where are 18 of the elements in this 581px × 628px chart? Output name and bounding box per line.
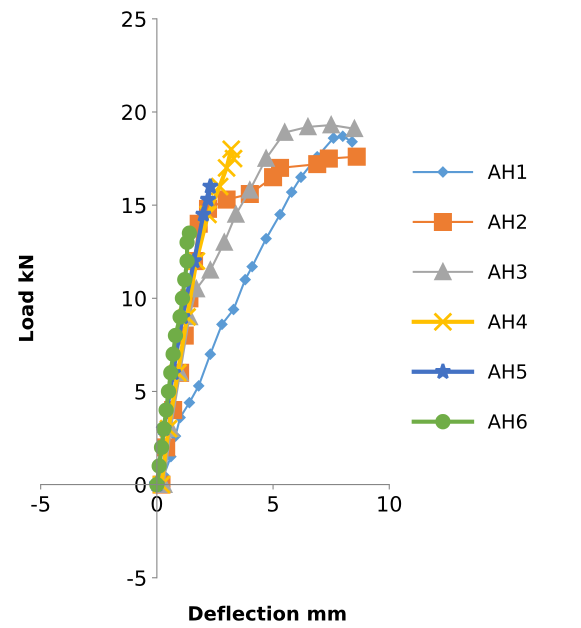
y-axis-title: Load kN xyxy=(18,256,34,341)
y-tick-label: 15 xyxy=(122,198,146,214)
legend-label: AH4 xyxy=(488,314,527,329)
x-tick-label: -5 xyxy=(31,496,50,512)
legend-label: AH1 xyxy=(488,164,526,179)
y-tick-label: 20 xyxy=(122,104,146,120)
y-tick-label: -5 xyxy=(127,570,146,586)
x-tick-label: 0 xyxy=(152,496,162,512)
y-tick-label: 5 xyxy=(136,384,146,400)
legend-label: AH5 xyxy=(488,364,526,379)
x-axis-title: Deflection mm xyxy=(189,606,346,621)
x-tick-label: 5 xyxy=(268,496,278,512)
legend-label: AH6 xyxy=(488,414,527,429)
legend-label: AH2 xyxy=(488,214,526,229)
x-tick-label: 10 xyxy=(378,496,402,512)
y-tick-label: 10 xyxy=(122,290,146,307)
legend-label: AH3 xyxy=(488,264,526,279)
y-tick-label: 25 xyxy=(122,11,146,28)
